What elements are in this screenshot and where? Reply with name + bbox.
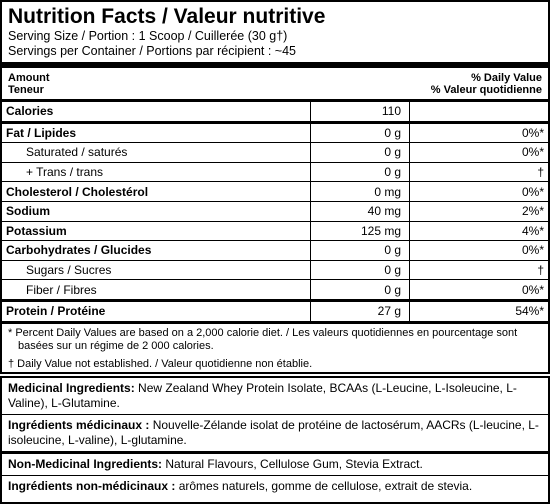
rule	[2, 62, 548, 68]
nutrient-name: Carbohydrates / Glucides	[2, 240, 311, 261]
table-header: Amount Teneur % Daily Value% Valeur quoti…	[2, 68, 548, 99]
daily-value: 4%*	[409, 220, 548, 241]
ingredients: Medicinal Ingredients: New Zealand Whey …	[0, 376, 550, 504]
ingredient-text: arômes naturels, gomme de cellulose, ext…	[178, 479, 473, 493]
ingredient-label: Ingrédients non-médicinaux :	[8, 479, 176, 493]
footnote: * Percent Daily Values are based on a 2,…	[8, 326, 518, 352]
daily-value: †	[409, 161, 548, 182]
nutrient-amount: 125 mg	[310, 220, 410, 241]
nutrient-name: Calories	[2, 99, 311, 123]
nutrient-name: Saturated / saturés	[2, 142, 311, 163]
nutrient-amount: 0 mg	[310, 181, 410, 202]
ingredient-label: Ingrédients médicinaux :	[8, 418, 150, 432]
amount-header-fr: Teneur	[8, 84, 44, 96]
ingredient-label: Medicinal Ingredients:	[8, 381, 135, 395]
nutrient-row: Fat / Lipides 0 g 0%*	[2, 120, 548, 143]
daily-value: 54%*	[409, 298, 548, 321]
nutrient-amount: 0 g	[310, 120, 410, 143]
nutrient-name: Potassium	[2, 220, 311, 241]
nutrient-amount: 40 mg	[310, 200, 410, 222]
nutrient-name: Cholesterol / Cholestérol	[2, 181, 311, 202]
daily-value: 0%*	[409, 240, 548, 261]
title: Nutrition Facts / Valeur nutritive	[8, 5, 326, 28]
nutrient-name: Fat / Lipides	[2, 120, 311, 143]
nutrient-row: + Trans / trans 0 g †	[2, 161, 548, 182]
footnote: † Daily Value not established. / Valeur …	[8, 357, 313, 370]
daily-value	[409, 99, 548, 123]
daily-value: 0%*	[409, 181, 548, 202]
nutrient-name: + Trans / trans	[2, 161, 311, 182]
nutrient-amount: 0 g	[310, 161, 410, 182]
daily-value: 2%*	[409, 200, 548, 222]
nutrient-row: Sodium 40 mg 2%*	[2, 200, 548, 222]
nutrient-amount: 27 g	[310, 298, 410, 321]
nutrient-name: Protein / Protéine	[2, 298, 311, 321]
amount-header: Amount	[8, 72, 50, 84]
nutrient-row: Cholesterol / Cholestérol 0 mg 0%*	[2, 181, 548, 202]
ingredient-paragraph: Non-Medicinal Ingredients: Natural Flavo…	[2, 451, 548, 475]
daily-value: †	[409, 259, 548, 280]
servings: Servings per Container / Portions par ré…	[8, 44, 297, 58]
nutrient-amount: 110	[310, 99, 410, 123]
ingredient-text: New Zealand Whey Protein Isolate, BCAAs …	[8, 381, 517, 410]
nutrient-amount: 0 g	[310, 142, 410, 163]
dv-header-fr: % Valeur quotidienne	[430, 84, 542, 96]
nutrient-row: Fiber / Fibres 0 g 0%*	[2, 279, 548, 301]
nutrient-amount: 0 g	[310, 279, 410, 301]
nutrient-name: Sugars / Sucres	[2, 259, 311, 280]
nutrient-row: Carbohydrates / Glucides 0 g 0%*	[2, 240, 548, 261]
ingredient-text: Natural Flavours, Cellulose Gum, Stevia …	[165, 457, 423, 471]
ingredient-label: Non-Medicinal Ingredients:	[8, 457, 163, 471]
footnotes: * Percent Daily Values are based on a 2,…	[2, 320, 548, 379]
daily-value: 0%*	[409, 279, 548, 301]
ingredient-paragraph: Ingrédients non-médicinaux : arômes natu…	[2, 475, 548, 497]
ingredient-paragraph: Ingrédients médicinaux : Nouvelle-Zéland…	[2, 414, 548, 451]
nutrition-facts: Nutrition Facts / Valeur nutritive Servi…	[0, 0, 550, 374]
dv-header: % Daily Value	[471, 72, 542, 84]
nutrient-amount: 0 g	[310, 240, 410, 261]
nutrient-name: Sodium	[2, 200, 311, 222]
nutrient-row: Saturated / saturés 0 g 0%*	[2, 142, 548, 163]
daily-value: 0%*	[409, 120, 548, 143]
daily-value: 0%*	[409, 142, 548, 163]
ingredient-paragraph: Medicinal Ingredients: New Zealand Whey …	[2, 378, 548, 414]
nutrient-amount: 0 g	[310, 259, 410, 280]
nutrient-row: Protein / Protéine 27 g 54%*	[2, 298, 548, 321]
ingredient-text: Nouvelle-Zélande isolat de protéine de l…	[8, 418, 539, 447]
nutrient-name: Fiber / Fibres	[2, 279, 311, 301]
nutrient-row: Potassium 125 mg 4%*	[2, 220, 548, 241]
serving-size: Serving Size / Portion : 1 Scoop / Cuill…	[8, 29, 288, 43]
nutrient-row: Sugars / Sucres 0 g †	[2, 259, 548, 280]
nutrient-table: Calories 110 Fat / Lipides 0 g 0%* Saturated …	[2, 99, 548, 321]
nutrient-row: Calories 110	[2, 99, 548, 123]
